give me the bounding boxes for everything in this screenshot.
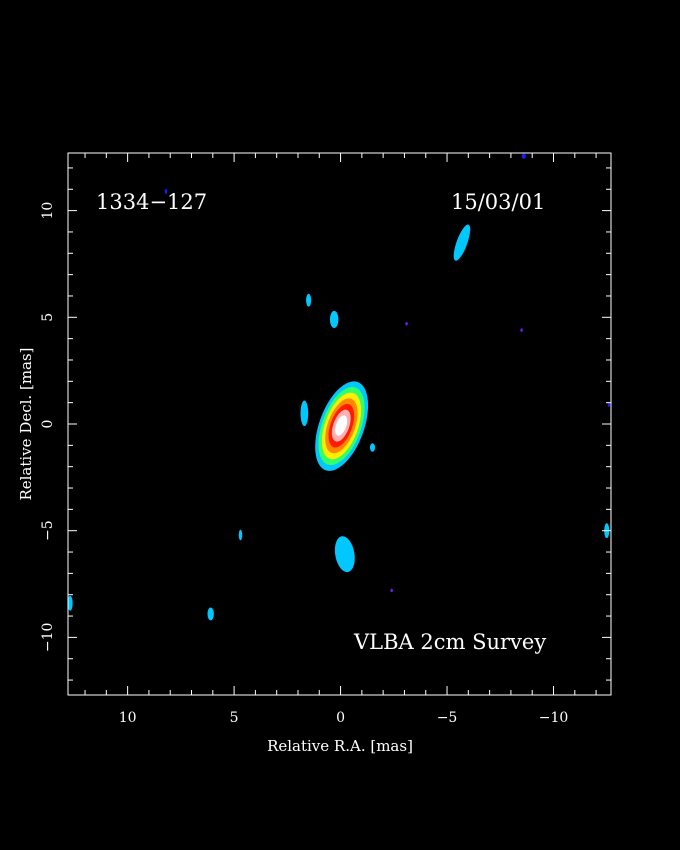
- x-axis-label: Relative R.A. [mas]: [267, 737, 413, 755]
- observation-date-label: 15/03/01: [451, 190, 545, 214]
- source-name-label: 1334−127: [96, 190, 207, 214]
- survey-name-label: VLBA 2cm Survey: [353, 630, 546, 654]
- emission-feature: [334, 536, 355, 573]
- emission-feature: [607, 402, 611, 407]
- y-tick-label: −5: [40, 520, 56, 541]
- y-tick-label: 5: [40, 313, 56, 322]
- emission-feature: [68, 595, 73, 611]
- x-tick-label: −5: [437, 710, 458, 726]
- x-tick-label: 10: [119, 710, 137, 726]
- core-contour-level: [335, 415, 348, 436]
- emission-feature: [164, 188, 168, 194]
- emission-feature: [453, 224, 471, 261]
- emission-feature: [390, 588, 393, 593]
- emission-feature: [238, 529, 243, 541]
- emission-feature: [369, 443, 376, 452]
- emission-feature: [207, 607, 214, 621]
- emission-feature: [405, 322, 408, 326]
- emission-feature: [520, 328, 523, 332]
- y-tick-label: 0: [40, 420, 56, 429]
- x-tick-label: 5: [230, 710, 239, 726]
- x-tick-label: −10: [539, 710, 569, 726]
- emission-feature: [300, 400, 309, 427]
- y-tick-label: −10: [40, 623, 56, 653]
- y-axis-label: Relative Decl. [mas]: [17, 347, 35, 500]
- emission-feature: [329, 310, 339, 328]
- tick-labels: 10 5 0 −5 −10 10 5 0 −5 −10: [40, 202, 568, 726]
- y-tick-label: 10: [40, 202, 56, 220]
- plot-area: [68, 153, 611, 621]
- axis-ticks: [68, 153, 611, 695]
- emission-feature: [521, 153, 526, 159]
- x-tick-label: 0: [336, 710, 345, 726]
- emission-feature: [306, 293, 312, 307]
